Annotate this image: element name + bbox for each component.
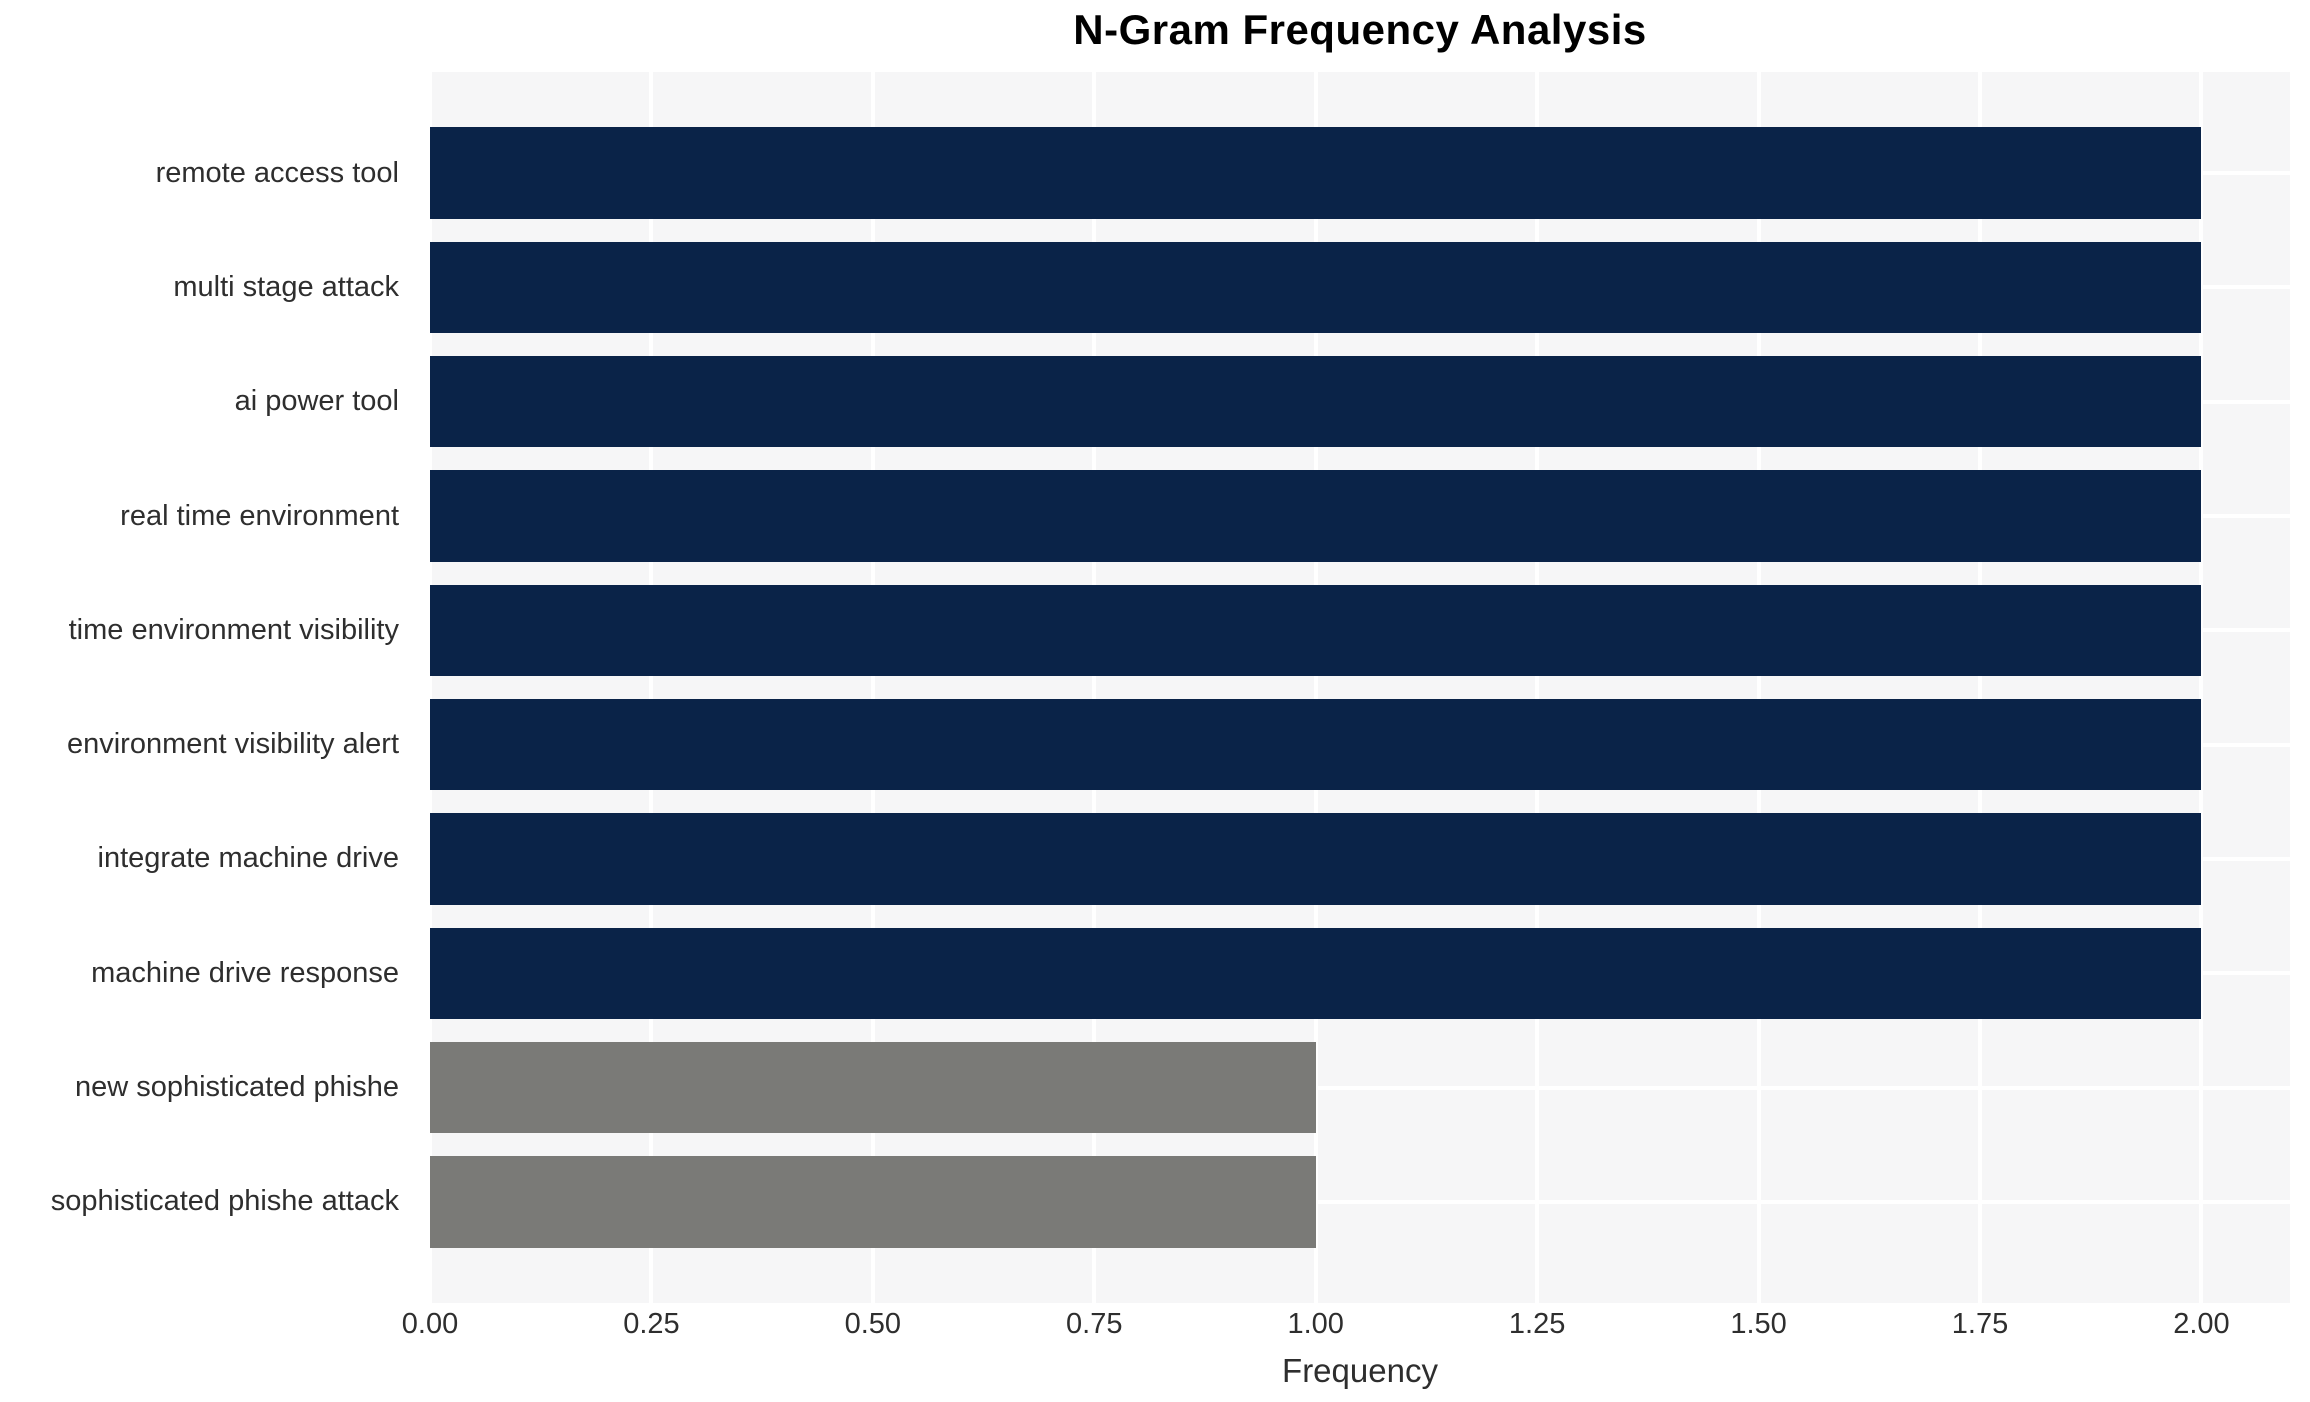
vertical-gridline <box>1535 72 1540 1303</box>
x-axis-ticks: 0.00 0.25 0.50 0.75 1.00 1.25 1.50 1.75 2.00 <box>402 1308 2290 1348</box>
bar-row <box>430 459 2290 573</box>
x-tick-label: 1.75 <box>1951 1308 2009 1340</box>
frequency-bar <box>430 813 2202 905</box>
bar-row <box>430 230 2290 344</box>
bar-row <box>430 687 2290 801</box>
x-tick-label: 2.00 <box>2173 1308 2230 1340</box>
frequency-bar <box>430 356 2202 448</box>
vertical-gridline <box>870 72 875 1303</box>
y-category-label: multi stage attack <box>173 270 399 303</box>
y-axis-labels: remote access tool multi stage attack ai p… <box>0 72 415 1303</box>
bar-row <box>430 116 2290 230</box>
frequency-bar <box>430 698 2202 791</box>
y-category-label: sophisticated phishe attack <box>50 1185 399 1218</box>
vertical-gridline <box>2199 72 2204 1303</box>
frequency-bar <box>430 1156 1316 1248</box>
frequency-bar <box>430 584 2202 677</box>
horizontal-gridline <box>430 1199 2290 1204</box>
x-axis-label: Frequency <box>1282 1352 1438 1389</box>
y-category-label: machine drive response <box>91 956 399 989</box>
bar-row <box>430 345 2290 459</box>
y-category-label: environment visibility alert <box>66 728 399 761</box>
bar-row <box>430 1030 2290 1144</box>
frequency-bar <box>430 1041 1316 1134</box>
bar-row <box>430 573 2290 687</box>
x-tick-label: 0.75 <box>1066 1308 1123 1340</box>
vertical-gridline <box>1092 72 1097 1303</box>
vertical-gridline <box>1756 72 1761 1303</box>
plot-area <box>428 72 2290 1303</box>
bar-row <box>430 1145 2290 1259</box>
y-category-label: new sophisticated phishe <box>74 1071 399 1104</box>
vertical-gridline <box>649 72 654 1303</box>
vertical-gridline <box>428 72 432 1303</box>
x-tick-label: 0.25 <box>623 1308 680 1340</box>
x-tick-label: 0.00 <box>401 1308 459 1340</box>
bar-row <box>430 916 2290 1030</box>
frequency-bar <box>430 927 2202 1019</box>
y-category-label: time environment visibility <box>68 613 399 646</box>
y-category-label: ai power tool <box>234 385 399 418</box>
frequency-bar <box>430 241 2202 334</box>
vertical-gridline <box>1313 72 1318 1303</box>
bar-rows <box>430 116 2290 1259</box>
chart-title: N-Gram Frequency Analysis <box>1073 6 1647 53</box>
x-tick-label: 1.50 <box>1730 1308 1787 1340</box>
horizontal-gridline <box>430 1085 2290 1090</box>
y-category-label: integrate machine drive <box>97 842 399 875</box>
frequency-bar <box>430 470 2202 562</box>
x-tick-label: 0.50 <box>844 1308 902 1340</box>
frequency-bar <box>430 127 2202 219</box>
x-tick-label: 1.00 <box>1287 1308 1344 1340</box>
y-category-label: real time environment <box>120 499 399 532</box>
bar-row <box>430 802 2290 916</box>
vertical-gridline <box>1978 72 1982 1303</box>
x-tick-label: 1.25 <box>1508 1308 1566 1340</box>
y-category-label: remote access tool <box>155 156 399 189</box>
